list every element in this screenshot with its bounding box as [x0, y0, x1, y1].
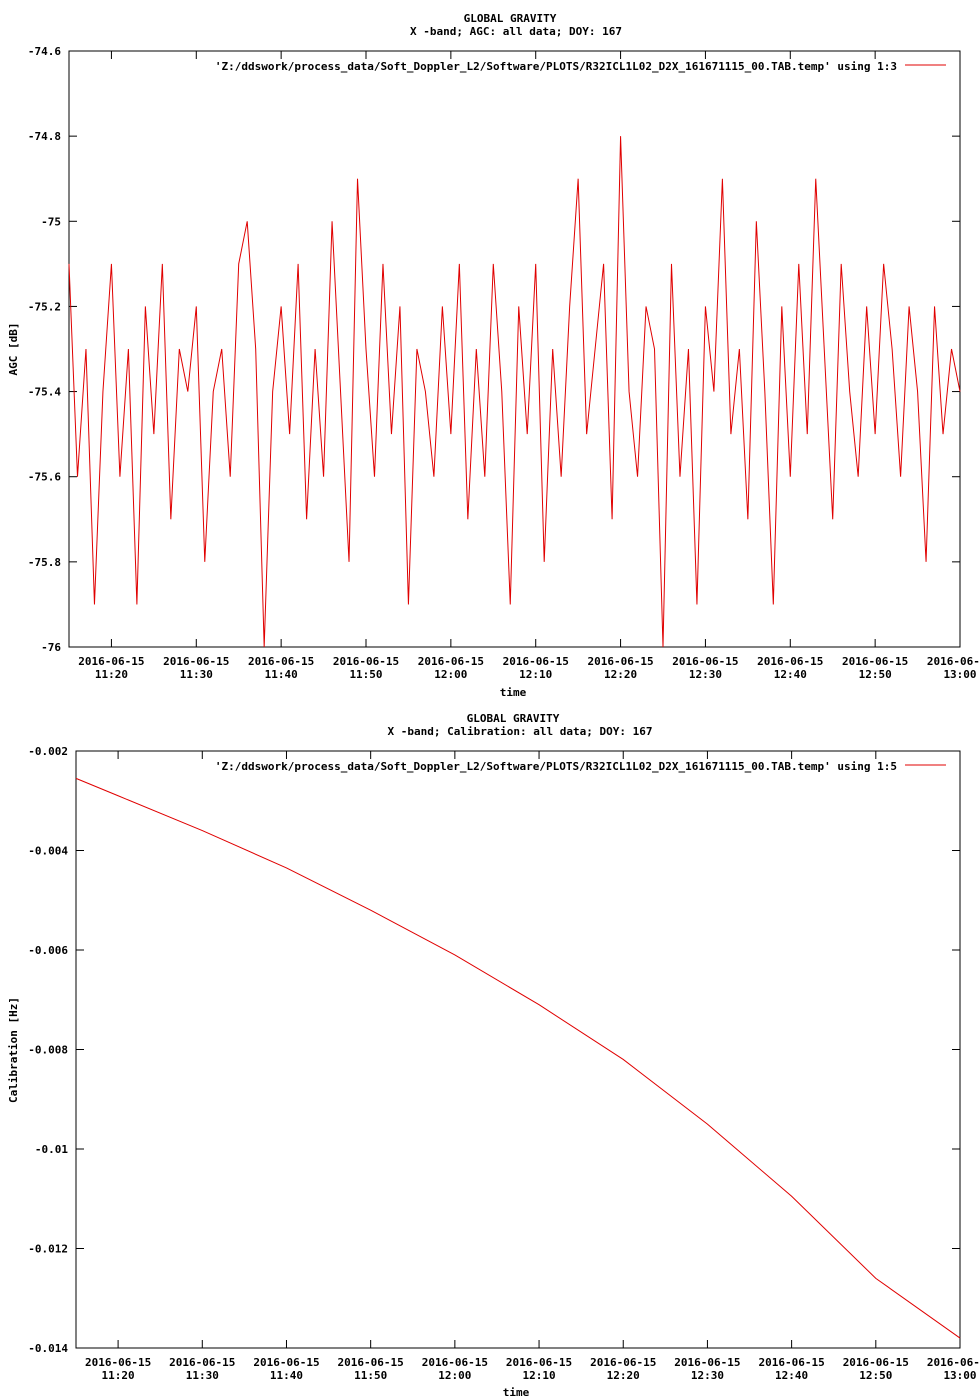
series-line — [75, 777, 961, 1339]
y-ticks: -0.002 -0.004 -0.006 -0.008 -0.01 -0.012 -0.01… — [28, 745, 960, 1355]
x-tick-time: 12:40 — [775, 1369, 808, 1382]
y-tick-label: -75.6 — [28, 471, 61, 484]
x-tick-time: 11:40 — [265, 668, 298, 681]
x-tick-date: 2016-06-15 — [672, 655, 738, 668]
y-tick-label: -0.004 — [28, 845, 68, 858]
y-tick-label: -74.8 — [28, 130, 61, 143]
x-tick-date: 2016-06-15 — [927, 655, 980, 668]
legend-label: 'Z:/ddswork/process_data/Soft_Doppler_L2… — [215, 760, 897, 773]
x-tick-date: 2016-06-15 — [169, 1356, 235, 1369]
series-lines — [75, 777, 961, 1339]
x-tick-time: 13:00 — [943, 1369, 976, 1382]
y-tick-label: -75 — [41, 215, 61, 228]
y-tick-label: -76 — [41, 641, 61, 654]
x-tick-time: 11:30 — [186, 1369, 219, 1382]
x-tick-date: 2016-06-15 — [674, 1356, 740, 1369]
x-tick-date: 2016-06-15 — [759, 1356, 825, 1369]
x-tick-time: 12:50 — [859, 1369, 892, 1382]
y-tick-label: -0.01 — [35, 1143, 68, 1156]
x-tick-date: 2016-06-15 — [506, 1356, 572, 1369]
x-tick-time: 11:40 — [270, 1369, 303, 1382]
y-tick-label: -0.006 — [28, 944, 68, 957]
x-tick-time: 11:30 — [180, 668, 213, 681]
chart-title: GLOBAL GRAVITY — [467, 712, 560, 725]
x-tick-time: 12:50 — [859, 668, 892, 681]
x-tick-time: 11:20 — [95, 668, 128, 681]
x-tick-date: 2016-06-15 — [927, 1356, 980, 1369]
y-tick-label: -74.6 — [28, 45, 61, 58]
x-tick-time: 12:40 — [774, 668, 807, 681]
agc-chart: GLOBAL GRAVITY X -band; AGC: all data; D… — [7, 12, 980, 699]
x-tick-date: 2016-06-15 — [85, 1356, 151, 1369]
y-tick-label: -0.002 — [28, 745, 68, 758]
x-ticks: 2016-06-1511:202016-06-1511:302016-06-15… — [78, 51, 980, 681]
plot-frame — [75, 750, 961, 1349]
x-tick-date: 2016-06-15 — [503, 655, 569, 668]
x-tick-date: 2016-06-15 — [842, 655, 908, 668]
series-line — [68, 136, 961, 648]
x-tick-time: 12:00 — [434, 668, 467, 681]
calibration-chart: GLOBAL GRAVITY X -band; Calibration: all… — [7, 712, 980, 1399]
y-tick-label: -0.014 — [28, 1342, 68, 1355]
y-tick-label: -75.2 — [28, 300, 61, 313]
x-tick-time: 12:10 — [522, 1369, 555, 1382]
y-tick-label: -75.4 — [28, 386, 61, 399]
x-tick-date: 2016-06-15 — [253, 1356, 319, 1369]
y-axis-label: AGC [dB] — [7, 323, 20, 376]
x-axis-label: time — [500, 686, 527, 699]
x-tick-time: 12:00 — [438, 1369, 471, 1382]
x-tick-time: 12:30 — [691, 1369, 724, 1382]
legend-label: 'Z:/ddswork/process_data/Soft_Doppler_L2… — [215, 60, 897, 73]
chart-subtitle: X -band; Calibration: all data; DOY: 167 — [388, 725, 653, 738]
series-lines — [68, 136, 961, 648]
x-tick-time: 12:20 — [604, 668, 637, 681]
x-tick-date: 2016-06-15 — [248, 655, 314, 668]
y-ticks: -74.6 -74.8 -75 -75.2 -75.4 -75.6 -75.8 -76 — [28, 45, 960, 654]
chart-subtitle: X -band; AGC: all data; DOY: 167 — [410, 25, 622, 38]
x-tick-date: 2016-06-15 — [587, 655, 653, 668]
y-tick-label: -0.012 — [28, 1243, 68, 1256]
x-tick-time: 11:50 — [354, 1369, 387, 1382]
x-ticks: 2016-06-1511:202016-06-1511:302016-06-15… — [85, 751, 980, 1382]
chart-title: GLOBAL GRAVITY — [464, 12, 557, 25]
x-tick-time: 12:30 — [689, 668, 722, 681]
x-tick-date: 2016-06-15 — [590, 1356, 656, 1369]
x-tick-time: 11:50 — [349, 668, 382, 681]
x-tick-date: 2016-06-15 — [843, 1356, 909, 1369]
y-tick-label: -75.8 — [28, 556, 61, 569]
x-tick-date: 2016-06-15 — [78, 655, 144, 668]
x-axis-label: time — [503, 1386, 530, 1399]
x-tick-time: 13:00 — [943, 668, 976, 681]
x-tick-time: 12:20 — [607, 1369, 640, 1382]
x-tick-date: 2016-06-15 — [418, 655, 484, 668]
x-tick-date: 2016-06-15 — [422, 1356, 488, 1369]
x-tick-time: 12:10 — [519, 668, 552, 681]
x-tick-time: 11:20 — [102, 1369, 135, 1382]
plot-frame — [68, 50, 961, 648]
y-axis-label: Calibration [Hz] — [7, 997, 20, 1103]
x-tick-date: 2016-06-15 — [333, 655, 399, 668]
x-tick-date: 2016-06-15 — [163, 655, 229, 668]
x-tick-date: 2016-06-15 — [757, 655, 823, 668]
x-tick-date: 2016-06-15 — [338, 1356, 404, 1369]
y-tick-label: -0.008 — [28, 1044, 68, 1057]
